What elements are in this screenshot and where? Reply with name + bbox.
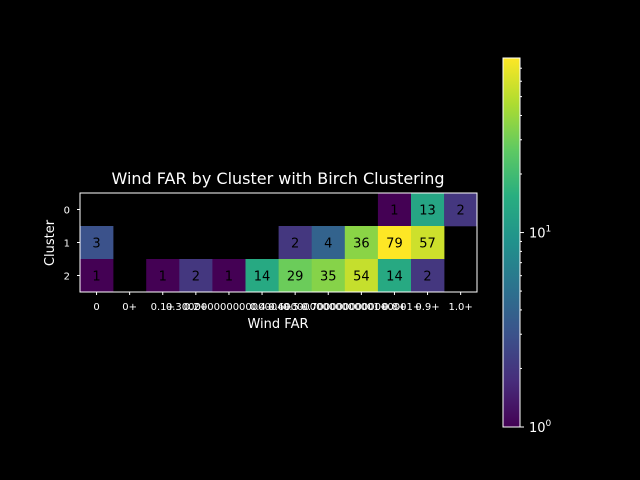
x-tick-label: 0.5+ [283, 302, 307, 313]
cell-value-label: 79 [386, 237, 403, 252]
cell-value-label: 14 [386, 270, 403, 285]
x-tick-label: 0.2+ [184, 302, 208, 313]
cell-value-label: 1 [159, 270, 167, 285]
x-tick-label: 0.1+ [151, 302, 175, 313]
cell-value-label: 1 [92, 270, 100, 285]
x-tick-label: 0.4+ [250, 302, 274, 313]
heatmap-cell [377, 226, 412, 260]
y-tick-label: 1 [64, 239, 70, 250]
heatmap-cell [411, 193, 445, 227]
cell-value-label: 2 [423, 270, 431, 285]
heatmap-cell [146, 259, 180, 293]
x-tick-label: 0+ [122, 302, 137, 313]
cell-value-label: 2 [192, 270, 200, 285]
colorbar: 100 101 [502, 57, 552, 436]
y-axis-label: Cluster [43, 219, 58, 266]
heatmap-cell [278, 259, 312, 293]
heatmap-cell [344, 226, 379, 260]
heatmap-cell [444, 193, 478, 227]
colorbar-tick-label: 101 [529, 225, 551, 242]
heatmap-cell [344, 259, 379, 293]
cell-value-label: 13 [419, 204, 436, 219]
heatmap-cells: 1 13 2 3 2 4 36 79 57 1 1 2 1 14 29 35 54 14 2 [80, 193, 478, 293]
heatmap-cell [377, 259, 412, 293]
cell-value-label: 14 [254, 270, 271, 285]
x-axis-label: Wind FAR [247, 317, 308, 332]
cell-value-label: 2 [457, 204, 465, 219]
cell-value-label: 36 [353, 237, 370, 252]
heatmap-cell [377, 193, 412, 227]
heatmap-cell [179, 259, 213, 293]
x-tick-label: 0.9+ [415, 302, 439, 313]
chart-title: Wind FAR by Cluster with Birch Clusterin… [112, 169, 445, 188]
heatmap-cell [278, 226, 312, 260]
heatmap-cell [311, 259, 346, 293]
x-tick-label: 0.8+ [382, 302, 406, 313]
y-tick-label: 2 [64, 272, 70, 283]
x-tick-label: 0 [93, 302, 99, 313]
cell-value-label: 1 [225, 270, 233, 285]
cell-value-label: 2 [291, 237, 299, 252]
x-tick-label: 1.0+ [449, 302, 473, 313]
heatmap-cell [212, 259, 246, 293]
cell-value-label: 1 [390, 204, 398, 219]
cell-value-label: 35 [320, 270, 337, 285]
x-axis-ticks: 0 0+ 0.1+ 0.2+0.30000000000000004+0.4+ 0.5+0… [93, 292, 473, 313]
cell-value-label: 29 [287, 270, 304, 285]
heatmap-cell [411, 226, 445, 260]
x-tick-label: 0.7000000000000001+ [301, 302, 421, 313]
cell-value-label: 54 [353, 270, 370, 285]
heatmap-cell [80, 259, 114, 293]
y-axis-ticks: 0 1 2 [64, 206, 80, 283]
x-tick-label: 0.30000000000000004+ [166, 302, 292, 313]
cell-value-label: 57 [419, 237, 436, 252]
cell-value-label: 3 [92, 237, 100, 252]
colorbar-tick-label: 100 [529, 419, 552, 436]
heatmap-cell [245, 259, 279, 293]
y-tick-label: 0 [64, 206, 70, 217]
heatmap-cell [411, 259, 445, 293]
cell-value-label: 4 [324, 237, 332, 252]
colorbar-gradient [502, 57, 521, 428]
x-tick-label: 0.6000000000000001+ [268, 302, 388, 313]
heatmap-cell [80, 226, 114, 260]
heatmap-cell [311, 226, 346, 260]
